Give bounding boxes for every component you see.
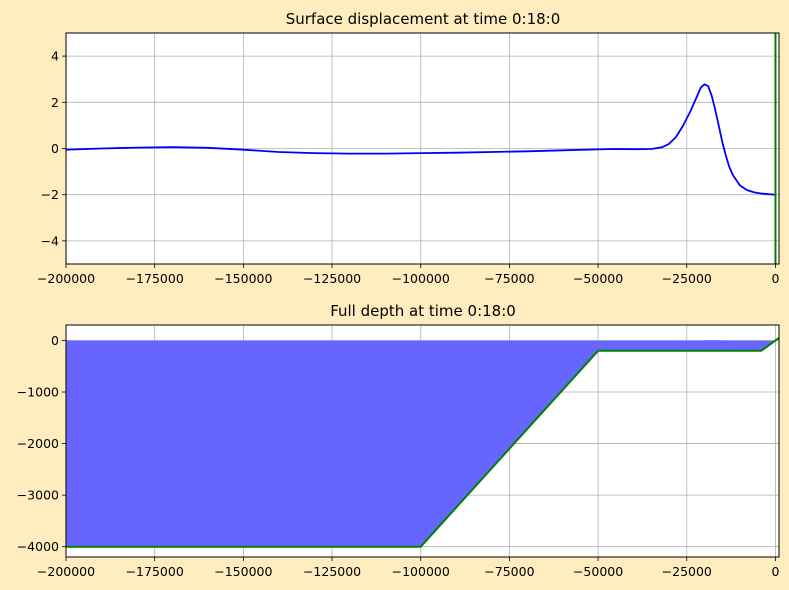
- x-tick-label: 0: [771, 271, 779, 286]
- x-tick-label: −150000: [214, 564, 272, 579]
- x-tick-label: −175000: [126, 564, 184, 579]
- x-tick-label: −150000: [214, 271, 272, 286]
- y-tick-label: −4: [41, 233, 59, 248]
- bathymetry-line: [66, 337, 780, 548]
- panel-title: Full depth at time 0:18:0: [330, 302, 516, 320]
- x-tick-label: −75000: [484, 271, 534, 286]
- panel-title: Surface displacement at time 0:18:0: [286, 10, 561, 28]
- x-tick-label: −25000: [662, 271, 712, 286]
- y-tick-label: 2: [51, 95, 59, 110]
- x-tick-label: −100000: [392, 564, 450, 579]
- x-tick-label: −175000: [126, 271, 184, 286]
- water-column-area: [66, 337, 779, 547]
- x-tick-label: −125000: [303, 271, 361, 286]
- x-tick-label: −50000: [573, 564, 623, 579]
- full-depth-panel: Full depth at time 0:18:0 −200000 −175000…: [17, 302, 780, 579]
- plot-content: [65, 33, 777, 264]
- y-tick-label: −4000: [17, 539, 59, 554]
- plot-content: [66, 337, 780, 548]
- x-tick-label: 0: [771, 564, 779, 579]
- y-tick-label: −1000: [17, 385, 59, 400]
- y-tick-label: −2: [41, 187, 59, 202]
- y-tick-label: 4: [51, 49, 59, 64]
- x-tick-label: −125000: [303, 564, 361, 579]
- y-tick-label: 0: [51, 141, 59, 156]
- surface-displacement-panel: Surface displacement at time 0:18:0 −200…: [37, 10, 780, 286]
- y-tick-label: 0: [51, 333, 59, 348]
- grid: [65, 33, 779, 264]
- displacement-line: [65, 83, 776, 196]
- y-tick-label: −2000: [17, 436, 59, 451]
- x-tick-label: −50000: [573, 271, 623, 286]
- axis-ticks: −200000 −175000 −150000 −125000 −100000 −7500…: [17, 333, 780, 579]
- y-tick-label: −3000: [17, 488, 59, 503]
- x-tick-label: −75000: [484, 564, 534, 579]
- plot-frame: [65, 324, 780, 558]
- axis-ticks: −200000 −175000 −150000 −125000 −100000 −7500…: [37, 49, 780, 286]
- x-tick-label: −100000: [392, 271, 450, 286]
- x-tick-label: −200000: [37, 564, 95, 579]
- x-tick-label: −200000: [37, 271, 95, 286]
- x-tick-label: −25000: [662, 564, 712, 579]
